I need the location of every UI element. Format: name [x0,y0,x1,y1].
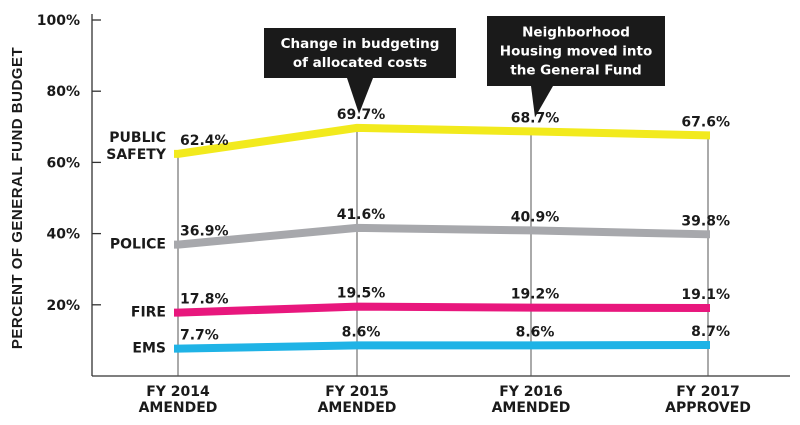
y-tick-label: 20% [46,298,80,314]
data-label: 67.6% [681,114,730,130]
y-tick-label: 60% [46,155,80,171]
data-label: 19.2% [511,287,560,303]
annotation-text: Housing moved into [500,44,652,60]
data-label: 41.6% [337,207,386,223]
data-label: 39.8% [681,213,730,229]
series-label: PUBLIC [109,130,166,146]
annotation-text: of allocated costs [293,55,427,71]
x-tick-label: FY 2015 [325,384,389,400]
x-tick-label: AMENDED [492,400,571,416]
series-label: SAFETY [106,147,167,163]
y-axis-title: PERCENT OF GENERAL FUND BUDGET [9,47,26,349]
x-tick-label: FY 2016 [499,384,563,400]
x-tick-label: FY 2017 [676,384,740,400]
data-label: 8.6% [516,324,555,340]
series-line [174,123,712,158]
y-tick-label: 80% [46,84,80,100]
annotation-box [487,16,665,86]
annotation-pointer [347,78,373,114]
data-label: 8.7% [691,324,730,340]
annotation-box [264,28,456,78]
annotation-text: Change in budgeting [281,36,440,52]
data-label: 62.4% [180,133,229,149]
data-label: 19.5% [337,286,386,302]
data-label: 7.7% [180,328,219,344]
series-line [174,341,712,353]
data-label: 40.9% [511,209,560,225]
data-label: 17.8% [180,292,229,308]
data-label: 36.9% [180,224,229,240]
series-label: EMS [132,341,166,357]
x-tick-label: FY 2014 [146,384,210,400]
x-tick-label: APPROVED [665,400,751,416]
annotation-pointer [531,86,553,118]
series-line [174,223,712,249]
x-tick-label: AMENDED [139,400,218,416]
series-label: POLICE [110,237,166,253]
data-label: 19.1% [681,287,730,303]
series-line [174,302,712,317]
annotation-text: Neighborhood [522,25,630,41]
data-label: 8.6% [342,324,381,340]
annotation-text: the General Fund [510,63,641,79]
data-label: 68.7% [511,110,560,126]
series-label: FIRE [131,305,166,321]
x-tick-label: AMENDED [318,400,397,416]
data-label: 69.7% [337,107,386,123]
y-tick-label: 100% [37,13,80,29]
y-tick-label: 40% [46,227,80,243]
